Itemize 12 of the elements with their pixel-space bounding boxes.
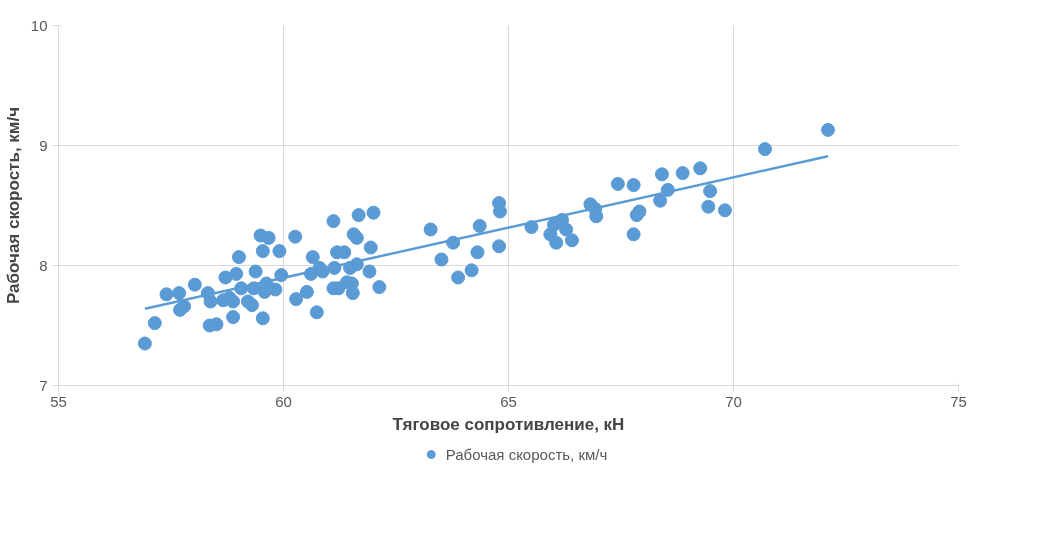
y-axis-title: Рабочая скорость, км/ч: [3, 106, 23, 305]
x-axis-title: Тяговое сопротивление, кН: [392, 414, 625, 434]
y-tick-label: 10: [30, 16, 48, 34]
x-tick-label: 75: [950, 392, 967, 410]
x-tick-label: 70: [725, 392, 742, 410]
y-tick-label: 7: [39, 376, 48, 394]
y-tick-label: 9: [39, 136, 48, 154]
legend-label: Рабочая скорость, км/ч: [445, 445, 608, 463]
x-tick-label: 60: [275, 392, 292, 410]
x-tick-label: 65: [500, 392, 517, 410]
x-tick-label: 55: [50, 392, 67, 410]
y-tick-label: 8: [39, 256, 48, 274]
